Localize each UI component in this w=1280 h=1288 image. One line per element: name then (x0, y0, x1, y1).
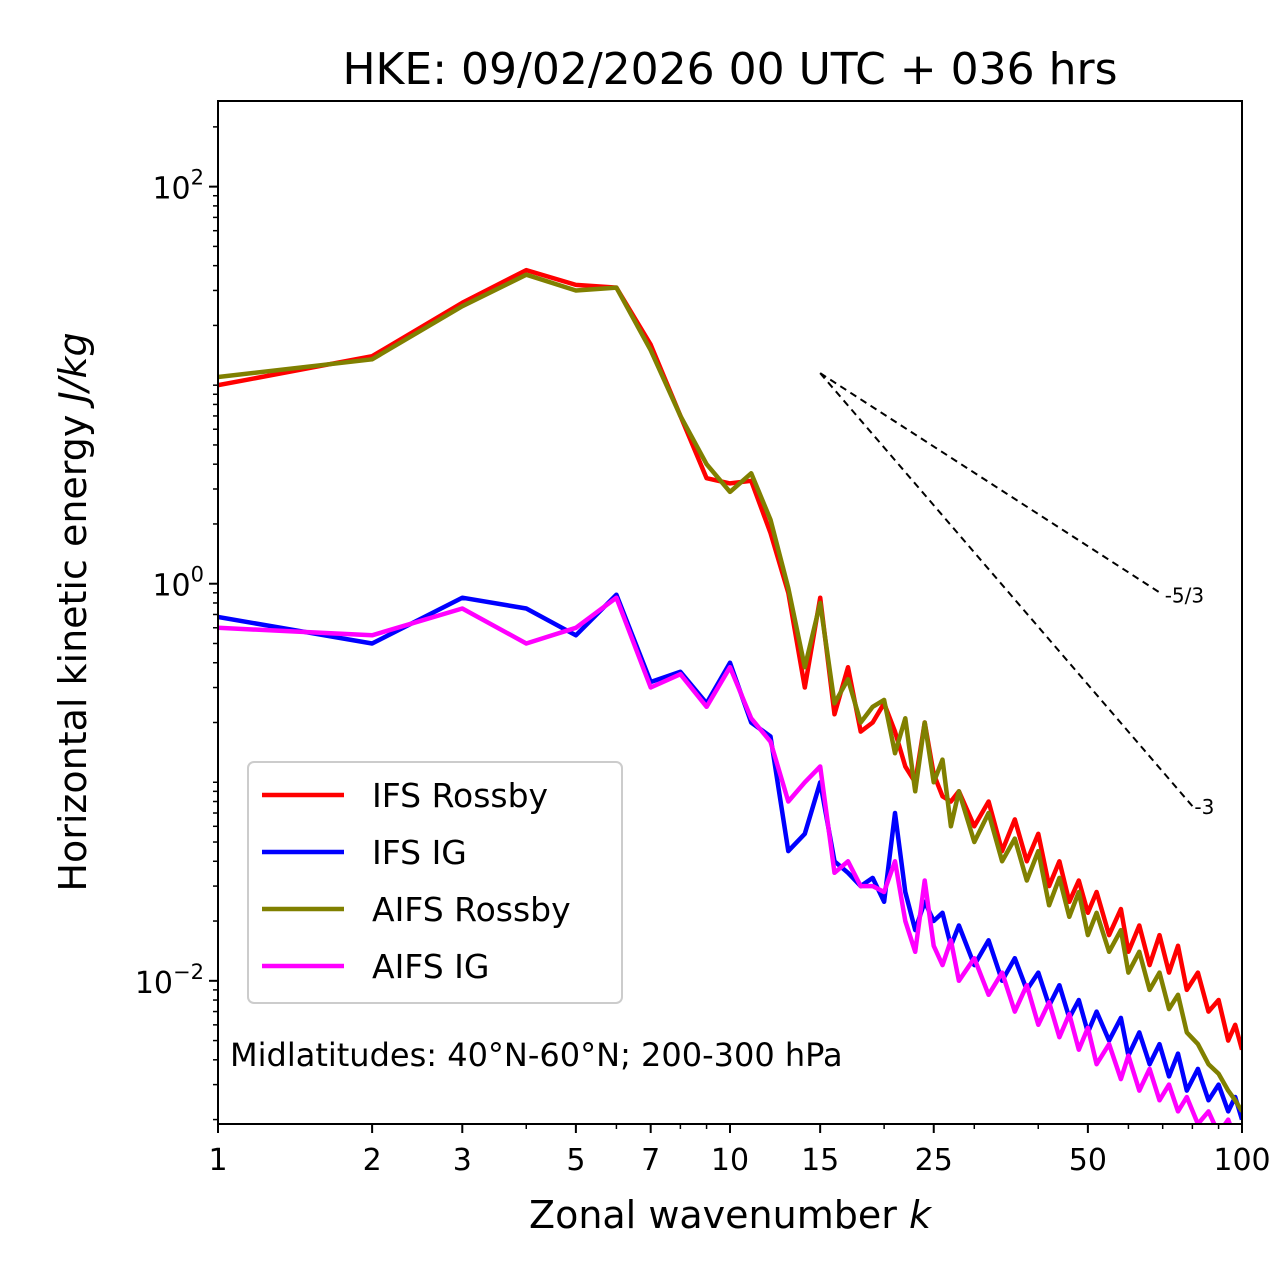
x-tick-label: 100 (1213, 1143, 1270, 1178)
reference-slopes: -5/3 -3 (819, 372, 1214, 819)
legend-label: IFS Rossby (372, 776, 548, 815)
x-axis-label: Zonal wavenumber k (529, 1193, 933, 1237)
series-line-ifs-ig (218, 592, 1242, 1121)
x-tick-label: 2 (363, 1143, 382, 1178)
reference-slope-line (819, 372, 1194, 807)
y-tick-label: 102 (152, 166, 204, 207)
reference-slope-label: -5/3 (1165, 584, 1204, 608)
legend-label: AIFS Rossby (372, 890, 571, 929)
legend-label: IFS IG (372, 833, 467, 872)
x-tick-label: 7 (641, 1143, 660, 1178)
legend: IFS Rossby IFS IG AIFS Rossby AIFS IG (247, 761, 623, 1004)
y-tick-label: 10−2 (135, 960, 204, 1001)
x-tick-label: 50 (1069, 1143, 1107, 1178)
y-axis-label: Horizontal kinetic energy J/kg (51, 332, 95, 891)
x-tick-label: 25 (915, 1143, 953, 1178)
region-annotation: Midlatitudes: 40°N-60°N; 200-300 hPa (230, 1036, 843, 1074)
series-line-aifs-ig (218, 595, 1233, 1124)
x-tick-label: 3 (453, 1143, 472, 1178)
y-tick-label: 100 (152, 563, 204, 604)
chart-title: HKE: 09/02/2026 00 UTC + 036 hrs (342, 44, 1117, 95)
series-line-aifs-rossby (218, 272, 1242, 1113)
series-layer (218, 267, 1242, 1124)
y-axis-ticks: 102 100 10−2 (135, 126, 218, 1121)
x-axis-ticks: 1 2 3 5 7 10 15 25 50 100 (208, 1124, 1271, 1178)
reference-slope-line (819, 372, 1164, 596)
legend-frame (247, 761, 623, 1004)
legend-label: AIFS IG (372, 947, 489, 986)
reference-slope-label: -3 (1194, 795, 1214, 819)
x-tick-label: 10 (711, 1143, 749, 1178)
x-tick-label: 1 (208, 1143, 227, 1178)
x-tick-label: 5 (566, 1143, 585, 1178)
x-tick-label: 15 (801, 1143, 839, 1178)
